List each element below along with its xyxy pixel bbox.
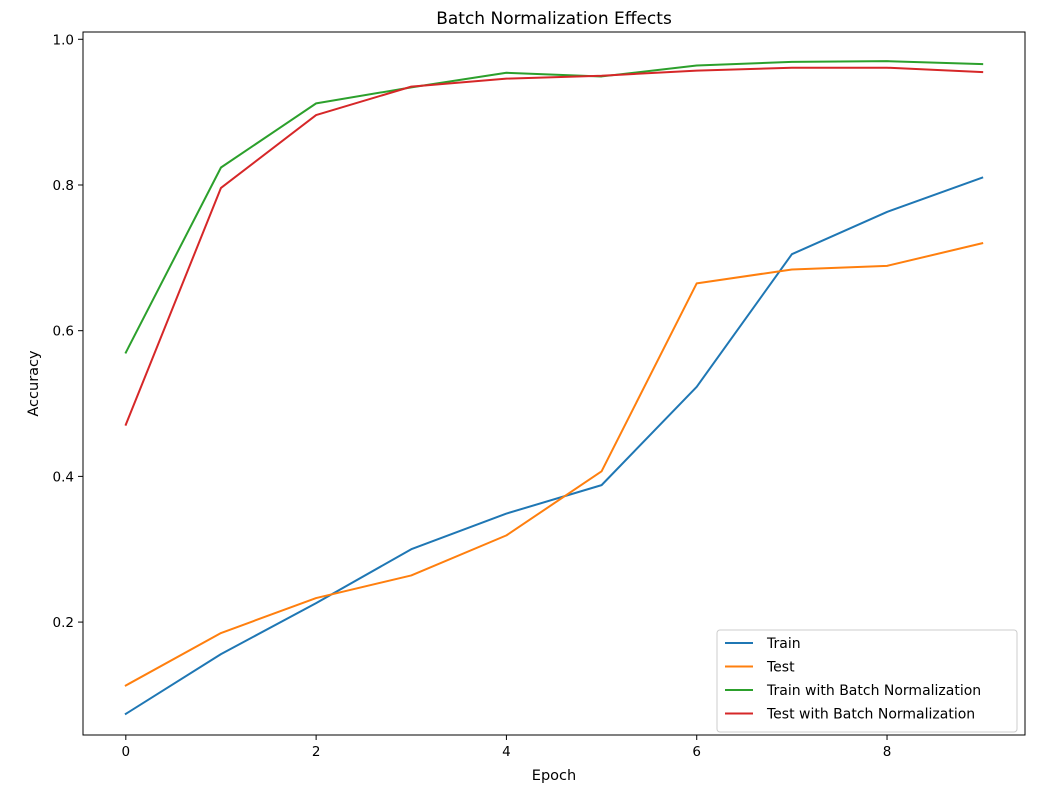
legend-entry: Test	[766, 660, 795, 676]
y-tick-label: 0.8	[53, 178, 74, 194]
x-tick-label: 8	[883, 744, 892, 760]
legend: Train Test Train with Batch Normalization T…	[716, 629, 1018, 733]
x-tick-label: 4	[502, 744, 511, 760]
legend-entry: Test with Batch Normalization	[766, 707, 975, 723]
series-line-3	[124, 66, 984, 426]
y-tick-label: 0.4	[53, 469, 74, 485]
x-tick-label: 2	[312, 744, 321, 760]
y-tick-label: 1.0	[53, 32, 74, 48]
chart-title: Batch Normalization Effects	[436, 9, 672, 29]
y-tick-label: 0.2	[53, 615, 74, 631]
y-tick-label: 0.6	[53, 324, 74, 340]
x-axis: 0 2 4 6 8	[122, 735, 892, 760]
x-tick-label: 6	[692, 744, 701, 760]
legend-entry: Train with Batch Normalization	[766, 683, 981, 699]
legend-entry: Train	[766, 636, 801, 652]
series-layer	[124, 60, 984, 716]
x-axis-label: Epoch	[532, 768, 576, 784]
plot-area	[82, 31, 1026, 736]
y-axis-label: Accuracy	[26, 350, 42, 417]
y-axis: 0.2 0.4 0.6 0.8 1.0	[53, 32, 83, 631]
x-tick-label: 0	[122, 744, 131, 760]
series-line-0	[124, 176, 984, 716]
series-line-1	[124, 242, 984, 687]
legend-box	[716, 629, 1018, 733]
series-line-2	[124, 60, 984, 354]
